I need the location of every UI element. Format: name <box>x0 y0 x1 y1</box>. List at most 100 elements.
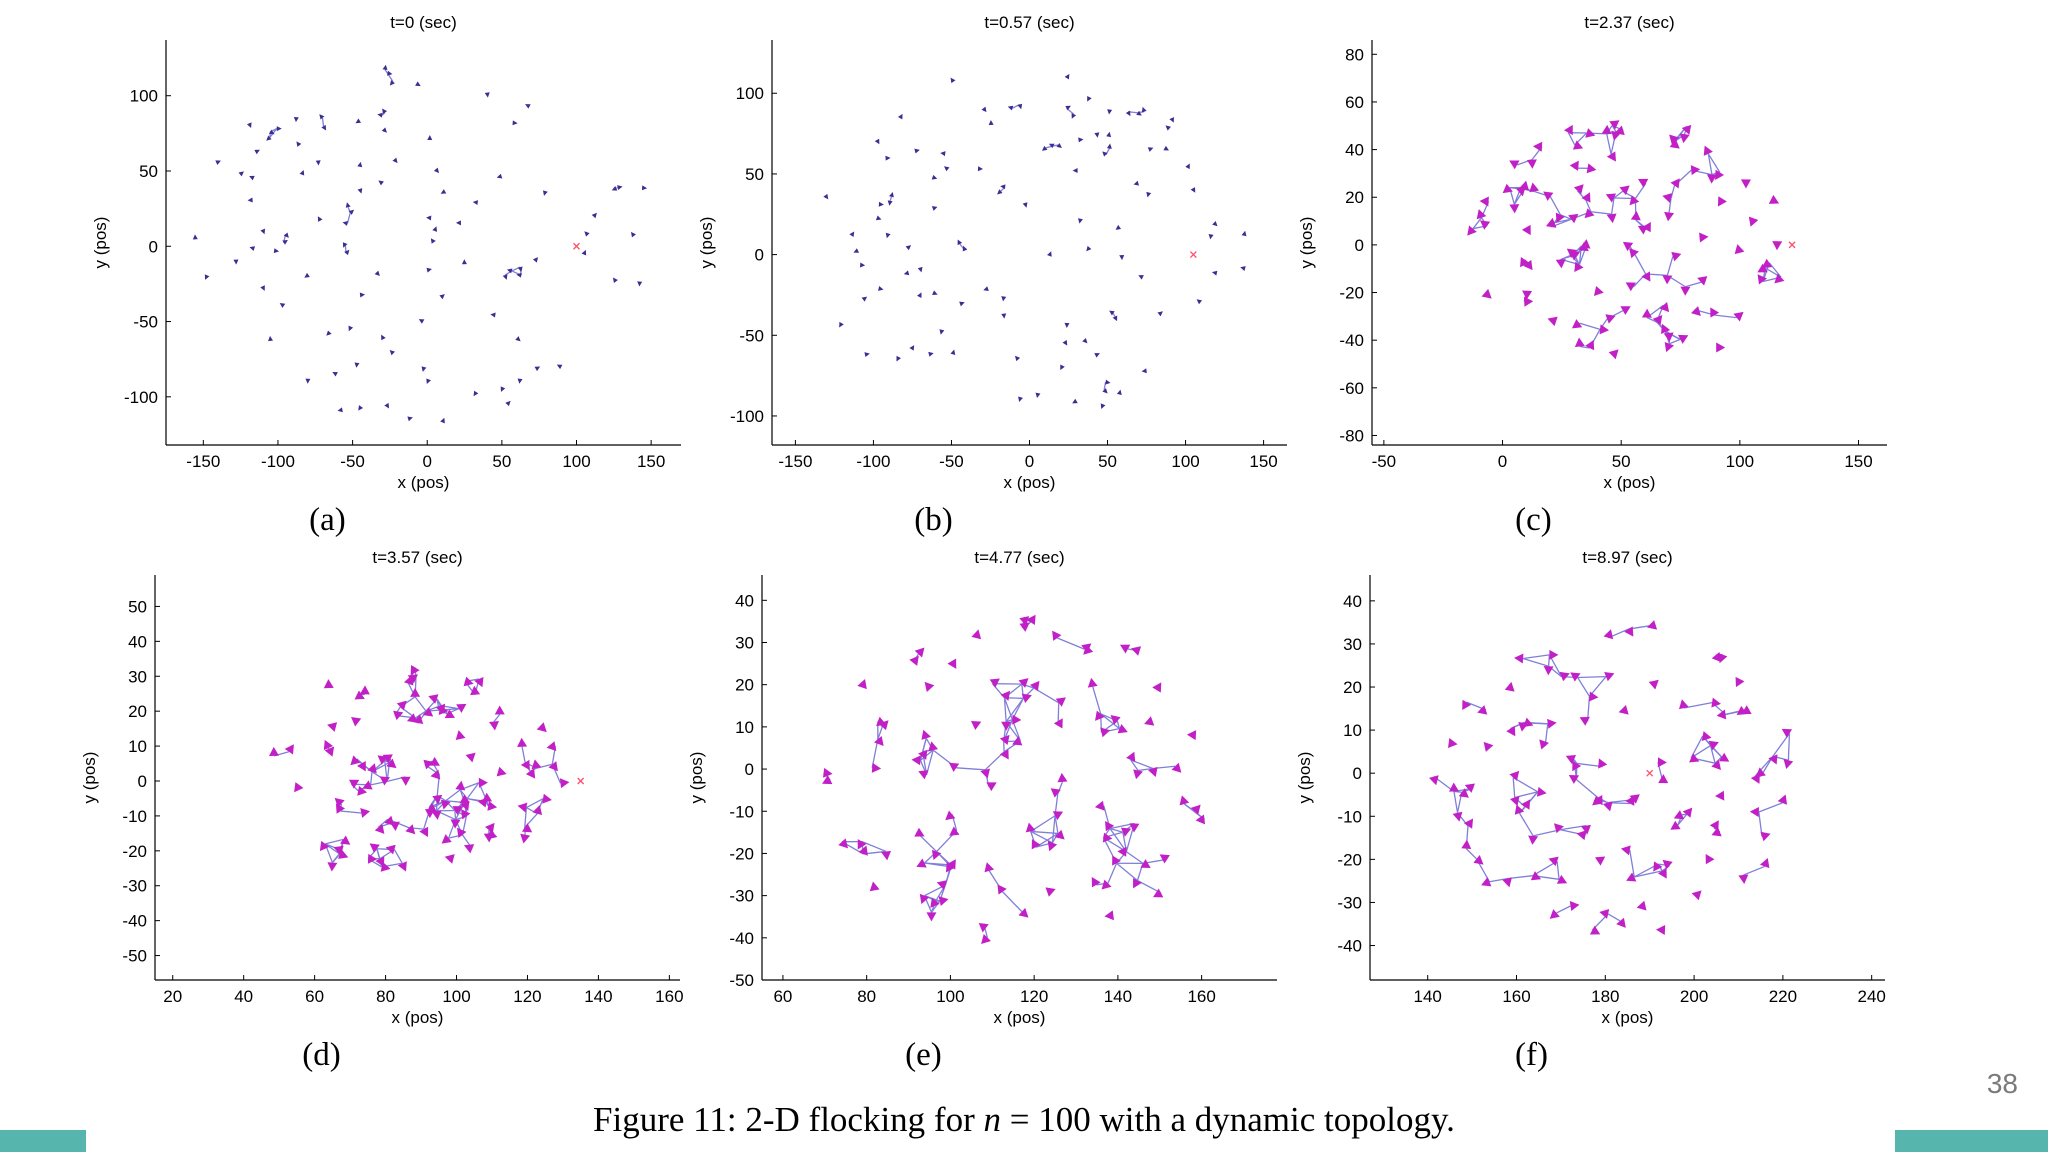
x-tick-label: 100 <box>1171 452 1199 471</box>
agent-marker <box>1479 220 1491 230</box>
agent-marker <box>1586 163 1597 174</box>
x-axis-label: x (pos) <box>398 473 450 492</box>
agent-marker <box>485 822 495 834</box>
x-tick-label: 200 <box>1680 987 1708 1006</box>
agent-marker <box>1556 874 1568 884</box>
agent-marker <box>490 312 496 318</box>
agent-marker <box>1565 754 1577 765</box>
agent-marker <box>630 231 636 238</box>
agent-marker <box>1102 388 1108 394</box>
neighbor-edge <box>493 714 501 722</box>
agent-marker <box>871 762 882 773</box>
agent-marker <box>1616 917 1626 928</box>
agent-marker <box>1528 835 1539 845</box>
agent-marker <box>1502 877 1512 888</box>
agent-marker <box>268 335 274 342</box>
agent-marker <box>421 366 427 372</box>
agent-marker <box>1100 727 1111 738</box>
agent-marker <box>1429 775 1439 786</box>
agent-marker <box>393 710 404 721</box>
agent-marker <box>1029 680 1040 692</box>
x-tick-label: -100 <box>261 452 295 471</box>
agent-marker <box>344 249 350 256</box>
agent-marker <box>249 175 255 181</box>
agent-marker <box>1012 714 1022 725</box>
agent-marker <box>1514 804 1525 815</box>
neighbor-edge <box>1100 713 1120 730</box>
agent-marker <box>909 345 915 351</box>
agent-marker <box>1757 274 1767 285</box>
agent-marker <box>1464 783 1475 793</box>
x-tick-label: 240 <box>1857 987 1885 1006</box>
neighbor-edge <box>1787 733 1791 761</box>
agent-marker <box>1072 168 1078 174</box>
agent-marker <box>380 862 391 872</box>
agent-marker <box>337 407 343 413</box>
agent-marker <box>1673 810 1685 820</box>
x-tick-label: 160 <box>1187 987 1215 1006</box>
x-axis-label: x (pos) <box>392 1008 444 1027</box>
agent-marker <box>1481 877 1492 887</box>
neighbor-edge <box>922 738 927 752</box>
agent-marker <box>887 200 893 206</box>
agent-marker <box>1630 210 1641 221</box>
agent-marker <box>455 780 466 791</box>
x-tick-label: 140 <box>1104 987 1132 1006</box>
neighbor-edge <box>1054 815 1059 834</box>
agent-marker <box>517 737 528 748</box>
subplot-a: -150 -100 -50 0 50 100 150 -100 -50 0 50 100 t=0 (se… <box>91 13 681 538</box>
agent-marker <box>928 741 939 752</box>
neighbor-edge <box>1092 686 1102 714</box>
x-tick-label: 140 <box>584 987 612 1006</box>
agent-marker <box>1574 261 1584 273</box>
neighbor-edge <box>1670 185 1676 199</box>
agent-marker <box>1055 697 1066 707</box>
agent-marker <box>473 390 479 397</box>
neighbor-edge <box>1472 217 1483 230</box>
subfigure-label: (b) <box>914 502 952 538</box>
agent-marker <box>1105 820 1115 832</box>
agent-marker <box>1138 275 1144 280</box>
agent-marker <box>914 148 920 154</box>
neighbor-edge <box>1116 862 1138 882</box>
neighbor-edge <box>1567 132 1576 146</box>
agent-marker <box>532 805 543 816</box>
agent-marker <box>520 759 530 771</box>
agent-marker <box>930 897 940 908</box>
neighbor-edge <box>321 117 325 127</box>
agent-marker <box>1576 830 1587 841</box>
agent-marker <box>896 355 901 362</box>
y-tick-label: 0 <box>1353 764 1362 783</box>
agent-marker <box>1052 630 1062 641</box>
agent-marker <box>1555 259 1566 269</box>
agent-marker <box>1152 682 1162 693</box>
agent-marker <box>1641 271 1651 282</box>
y-tick-label: 30 <box>735 634 754 653</box>
neighbor-edge <box>1634 254 1647 275</box>
agent-marker <box>1126 751 1136 762</box>
y-tick-label: -80 <box>1339 426 1364 445</box>
agent-marker <box>1171 762 1182 773</box>
agent-marker <box>1539 739 1549 750</box>
agent-marker <box>374 270 380 276</box>
agent-marker <box>945 810 956 821</box>
agent-marker <box>204 274 210 280</box>
agent-marker <box>857 839 867 850</box>
agent-marker <box>1078 137 1084 143</box>
agent-marker <box>517 378 523 384</box>
x-tick-label: 160 <box>1502 987 1530 1006</box>
agent-marker <box>489 720 499 731</box>
subfigure-label: (e) <box>905 1037 942 1073</box>
subfigure-label: (a) <box>309 502 346 538</box>
agent-marker <box>641 185 648 191</box>
agent-marker <box>1104 910 1114 921</box>
agent-marker <box>327 722 338 732</box>
agent-marker <box>338 849 349 859</box>
y-axis-label: y (pos) <box>91 217 110 269</box>
agent-marker <box>1574 337 1585 347</box>
agent-marker <box>1599 909 1610 919</box>
agent-marker <box>1608 349 1619 360</box>
agent-marker <box>548 761 558 772</box>
agent-marker <box>354 690 365 700</box>
agent-marker <box>1153 888 1164 898</box>
